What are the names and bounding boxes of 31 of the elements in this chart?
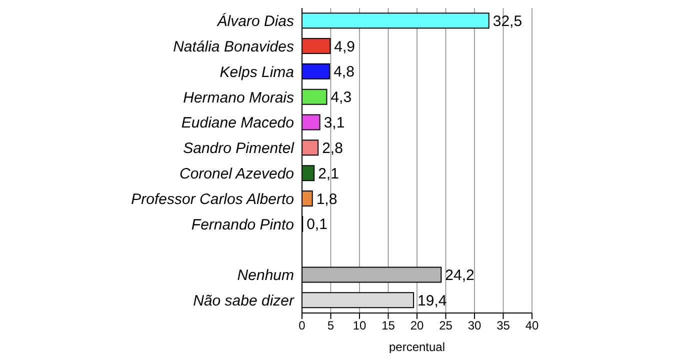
data-label: 0,1 (306, 216, 328, 234)
x-tick-label: 20 (410, 318, 424, 333)
y-tick-label: Coronel Azevedo (179, 166, 294, 183)
data-label: 2,8 (322, 140, 343, 157)
data-label: 2,1 (318, 165, 339, 182)
y-tick-label: Hermano Morais (183, 89, 294, 106)
x-tick-label: 30 (468, 318, 482, 333)
y-tick-label: Nenhum (237, 267, 294, 284)
x-tick-label: 5 (327, 318, 334, 333)
y-tick-label: Natália Bonavides (173, 38, 294, 56)
x-tick-label: 40 (525, 318, 539, 333)
x-tick-label: 25 (439, 318, 453, 333)
x-tick-label: 15 (382, 318, 396, 333)
y-tick-label: Professor Carlos Alberto (131, 190, 294, 208)
data-label: 4,8 (334, 64, 354, 81)
data-label: 32,5 (492, 12, 522, 30)
y-tick-label: Não sabe dizer (193, 292, 295, 310)
y-tick-label: Álvaro Dias (216, 12, 294, 30)
data-label: 24,2 (445, 267, 474, 284)
data-label: 4,9 (334, 38, 356, 56)
y-tick-label: Kelps Lima (220, 64, 294, 81)
data-label: 3,1 (324, 114, 345, 132)
y-tick-label: Sandro Pimentel (183, 140, 295, 158)
x-tick-label: 35 (496, 318, 510, 333)
x-tick-label: 0 (298, 318, 306, 333)
y-tick-label: Eudiane Macedo (181, 114, 294, 132)
data-label: 1,8 (316, 190, 338, 208)
x-tick-label: 10 (352, 318, 366, 333)
y-tick-label: Fernando Pinto (191, 216, 294, 234)
data-label: 19,4 (418, 292, 447, 310)
data-label: 4,3 (330, 89, 352, 106)
